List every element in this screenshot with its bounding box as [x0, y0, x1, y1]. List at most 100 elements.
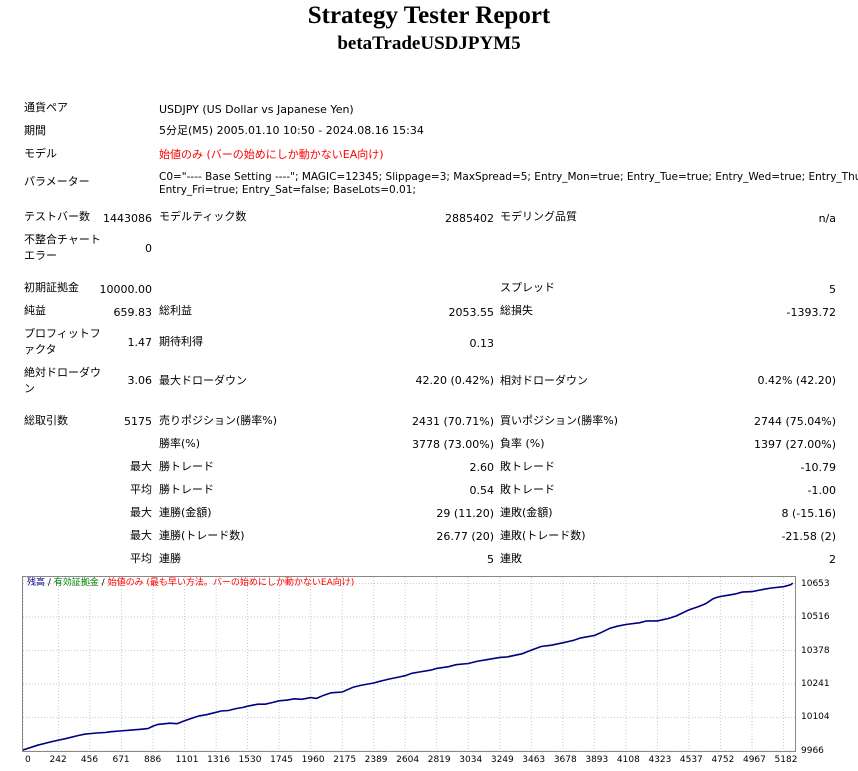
- model-quality-label: モデリング品質: [500, 210, 577, 223]
- period-value: 5分足(M5) 2005.01.10 10:50 - 2024.08.16 15…: [159, 124, 424, 137]
- model-value: 始値のみ (バーの始めにしか動かないEA向け): [159, 148, 384, 161]
- series-line-balance: [23, 582, 794, 751]
- spread-value: 5: [829, 283, 836, 296]
- expected-payoff-label: 期待利得: [159, 335, 203, 348]
- largest-loss-label: 敗トレード: [500, 460, 555, 473]
- max-dd-label: 最大ドローダウン: [159, 374, 247, 387]
- model-ticks-label: モデルティック数: [159, 210, 247, 223]
- long-positions-label: 買いポジション(勝率%): [500, 414, 619, 427]
- profit-factor-value: 1.47: [127, 336, 153, 349]
- avg-win-value: 0.54: [469, 484, 495, 497]
- avg-consec-wins-label: 連勝: [159, 552, 181, 565]
- total-trades-label: 総取引数: [24, 414, 68, 427]
- avg-win-label: 勝トレード: [159, 483, 214, 496]
- x-tick-label: 2175: [333, 755, 357, 765]
- legend-balance: 残高: [27, 578, 46, 588]
- y-tick-label: 9966: [801, 746, 824, 756]
- total-trades-value: 5175: [124, 415, 152, 428]
- params-line1: C0="---- Base Setting ----"; MAGIC=12345…: [159, 171, 858, 183]
- max-consec-losses-amt-value: 8 (-15.16): [781, 507, 836, 520]
- avg-consec-losses-value: 2: [829, 553, 836, 566]
- x-tick-label: 1530: [238, 755, 262, 765]
- pair-value: USDJPY (US Dollar vs Japanese Yen): [159, 103, 354, 116]
- chart-lines: [23, 582, 794, 751]
- net-profit-label: 純益: [24, 304, 46, 317]
- avg-consec-wins-value: 5: [487, 553, 494, 566]
- chart-grid: [23, 577, 795, 751]
- avg-label-2: 平均: [130, 552, 152, 565]
- y-tick-label: 10378: [801, 645, 830, 656]
- gross-profit-label: 総利益: [159, 304, 192, 317]
- loss-rate-label: 負率 (%): [500, 437, 545, 450]
- x-tick-label: 4967: [742, 755, 766, 765]
- profit-factor-label-2: ァクタ: [24, 343, 57, 356]
- max-consec-losses-cnt-label: 連敗(トレード数): [500, 529, 586, 542]
- x-tick-label: 3893: [585, 755, 609, 765]
- pair-label: 通貨ペア: [24, 101, 68, 114]
- x-tick-label: 242: [49, 755, 67, 765]
- test-bars-label: テストバー数: [24, 210, 90, 223]
- largest-loss-value: -10.79: [800, 461, 836, 474]
- x-tick-label: 4537: [679, 755, 703, 765]
- max-label-1: 最大: [130, 460, 152, 473]
- profit-factor-label-1: プロフィットフ: [24, 327, 101, 340]
- y-tick-label: 10653: [801, 578, 830, 589]
- avg-loss-value: -1.00: [807, 484, 836, 497]
- x-tick-label: 886: [144, 755, 162, 765]
- balance-chart: [23, 577, 795, 751]
- model-ticks-value: 2885402: [445, 212, 494, 225]
- x-tick-label: 3249: [490, 755, 514, 765]
- mismatch-label-1: 不整合チャート: [24, 233, 101, 246]
- max-consec-wins-cnt-label: 連勝(トレード数): [159, 529, 245, 542]
- short-positions-label: 売りポジション(勝率%): [159, 414, 278, 427]
- spread-label: スプレッド: [500, 281, 555, 294]
- x-tick-label: 1101: [175, 755, 199, 765]
- chart-legend: 残高 / 有効証拠金 / 始値のみ (最も早い方法。バーの始めにしか動かないEA…: [27, 578, 354, 589]
- max-consec-losses-amt-label: 連敗(金額): [500, 506, 553, 519]
- legend-model: 始値のみ (最も早い方法。バーの始めにしか動かないEA向け): [107, 578, 355, 588]
- expected-payoff-value: 0.13: [469, 337, 495, 350]
- x-tick-label: 2389: [364, 755, 388, 765]
- model-quality-value: n/a: [818, 212, 836, 225]
- legend-sep-1: /: [45, 578, 54, 588]
- test-bars-value: 1443086: [103, 212, 152, 225]
- x-tick-label: 1745: [270, 755, 294, 765]
- short-positions-value: 2431 (70.71%): [411, 415, 494, 428]
- max-dd-value: 42.20 (0.42%): [415, 374, 494, 387]
- initial-deposit-label: 初期証拠金: [24, 281, 79, 294]
- report-subtitle: betaTradeUSDJPYM5: [337, 33, 521, 54]
- y-tick-label: 10104: [801, 712, 830, 723]
- balance-chart-frame: 残高 / 有効証拠金 / 始値のみ (最も早い方法。バーの始めにしか動かないEA…: [22, 576, 796, 752]
- max-consec-wins-amt-value: 29 (11.20): [436, 507, 494, 520]
- max-consec-wins-cnt-value: 26.77 (20): [436, 530, 494, 543]
- largest-win-value: 2.60: [469, 461, 495, 474]
- gross-profit-value: 2053.55: [448, 306, 495, 319]
- gross-loss-value: -1393.72: [786, 306, 836, 319]
- x-tick-label: 3463: [522, 755, 546, 765]
- x-tick-label: 1960: [301, 755, 325, 765]
- params-label: パラメーター: [24, 175, 90, 188]
- abs-dd-label-2: ン: [24, 382, 35, 395]
- x-tick-label: 3034: [459, 755, 483, 765]
- legend-sep-2: /: [98, 578, 108, 588]
- x-tick-label: 4323: [648, 755, 672, 765]
- win-rate-label: 勝率(%): [159, 437, 201, 450]
- legend-equity: 有効証拠金: [53, 578, 99, 588]
- net-profit-value: 659.83: [113, 306, 153, 319]
- y-tick-label: 10516: [801, 611, 830, 622]
- largest-win-label: 勝トレード: [159, 460, 214, 473]
- gross-loss-label: 総損失: [500, 304, 533, 317]
- x-tick-label: 4108: [616, 755, 640, 765]
- x-tick-label: 456: [80, 755, 99, 765]
- report-title: Strategy Tester Report: [307, 2, 551, 29]
- x-tick-label: 0: [25, 755, 31, 765]
- initial-deposit-value: 10000.00: [99, 283, 153, 296]
- avg-loss-label: 敗トレード: [500, 483, 555, 496]
- max-consec-losses-cnt-value: -21.58 (2): [781, 530, 836, 543]
- abs-dd-value: 3.06: [127, 374, 153, 387]
- avg-label-1: 平均: [130, 483, 152, 496]
- max-label-3: 最大: [130, 529, 152, 542]
- model-label: モデル: [24, 147, 57, 160]
- x-tick-label: 1316: [207, 755, 231, 765]
- long-positions-value: 2744 (75.04%): [753, 415, 836, 428]
